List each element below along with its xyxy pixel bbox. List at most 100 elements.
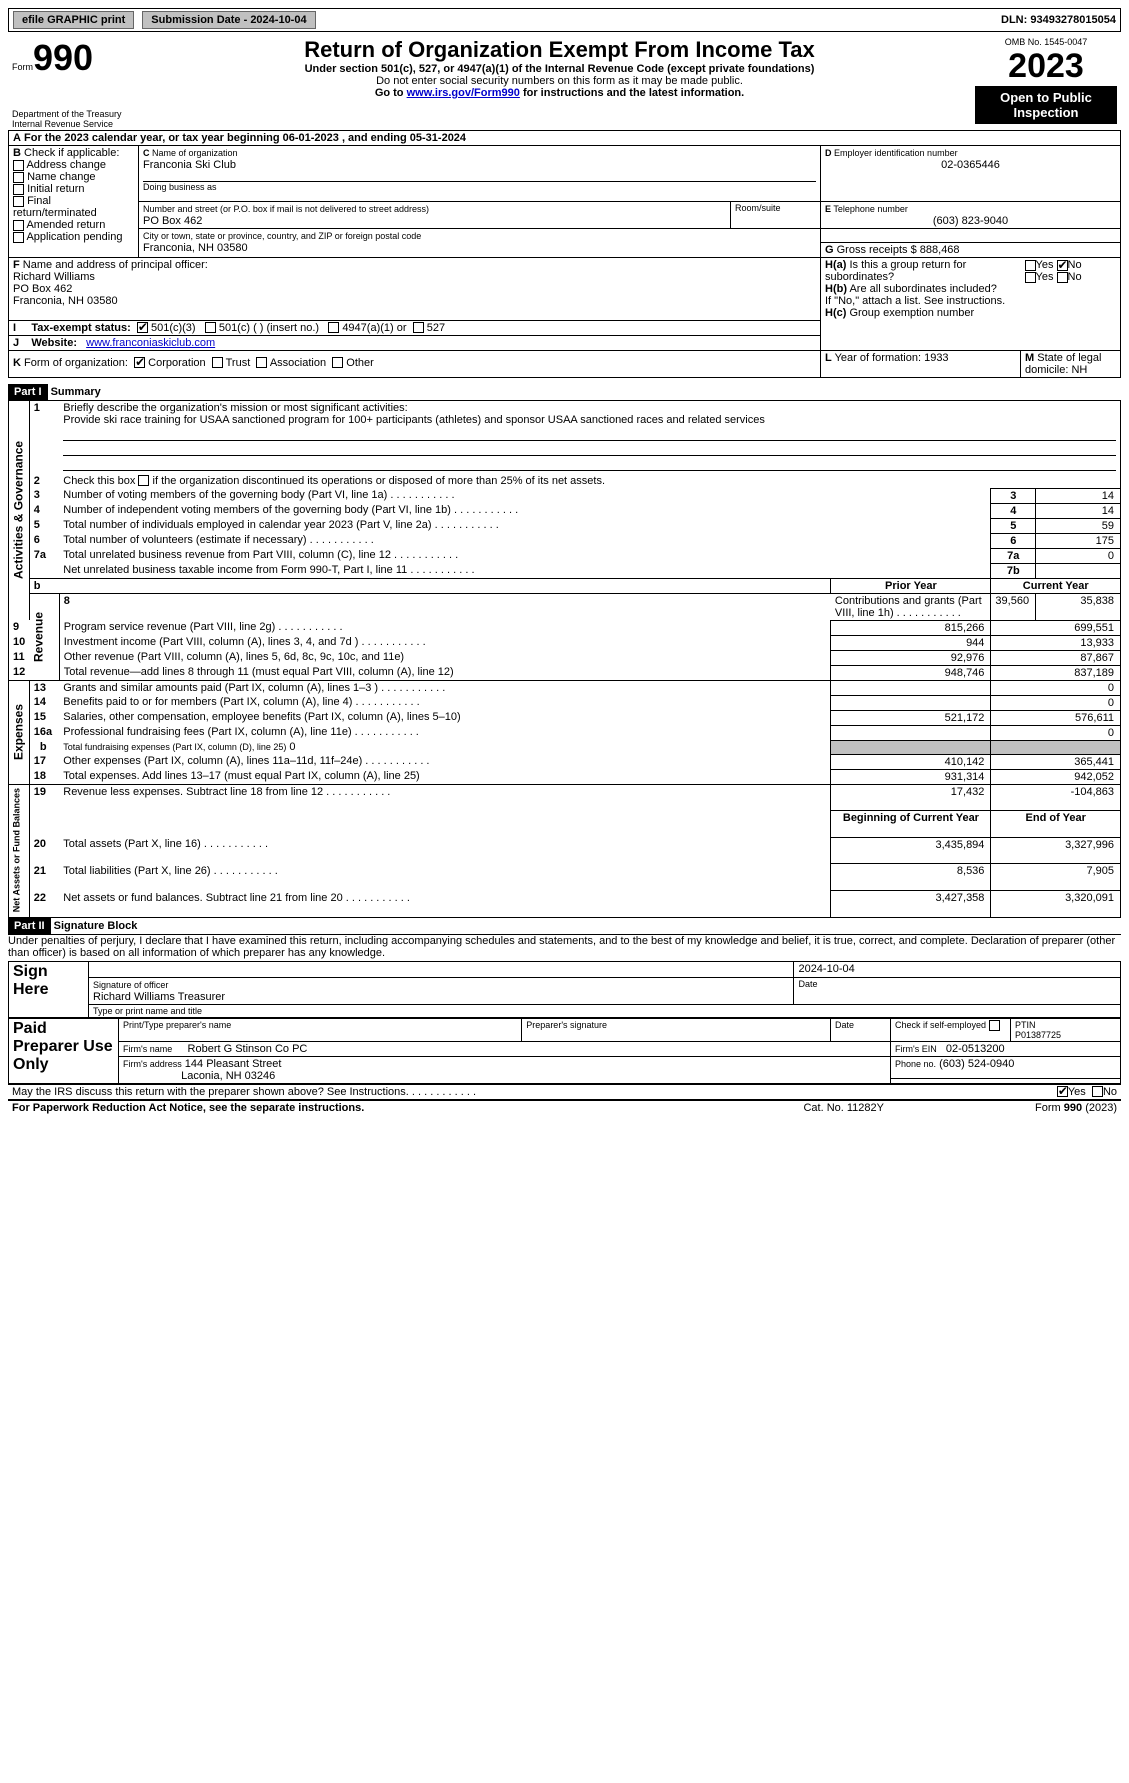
sign-here: Sign Here bbox=[9, 961, 89, 1017]
hc-label: Group exemption number bbox=[849, 307, 974, 319]
preparer-table: Paid Preparer Use Only Print/Type prepar… bbox=[8, 1018, 1121, 1084]
gross-receipts: 888,468 bbox=[920, 244, 960, 256]
sign-table: Sign Here 2024-10-04 Signature of office… bbox=[8, 961, 1121, 1018]
part1-header: Part I Summary bbox=[8, 384, 1121, 400]
street: PO Box 462 bbox=[143, 215, 202, 227]
prep-date-lbl: Date bbox=[831, 1018, 891, 1041]
beg-hdr: Beginning of Current Year bbox=[831, 811, 991, 838]
hb-no[interactable] bbox=[1057, 272, 1068, 283]
addr-change-check[interactable] bbox=[13, 160, 24, 171]
current-hdr: Current Year bbox=[991, 578, 1121, 593]
final-check[interactable] bbox=[13, 196, 24, 207]
f-label: Name and address of principal officer: bbox=[23, 259, 208, 271]
l19: Revenue less expenses. Subtract line 18 … bbox=[59, 784, 831, 811]
l1-label: Briefly describe the organization's miss… bbox=[63, 402, 407, 414]
dept-text: Department of the Treasury bbox=[12, 109, 144, 119]
side-exp: Expenses bbox=[9, 680, 30, 784]
hb-label: Are all subordinates included? bbox=[849, 283, 996, 295]
l-label: Year of formation: bbox=[835, 352, 921, 364]
l18: Total expenses. Add lines 13–17 (must eq… bbox=[59, 769, 831, 784]
i-4947-check[interactable] bbox=[328, 322, 339, 333]
website-link[interactable]: www.franconiaskiclub.com bbox=[86, 337, 215, 349]
k-trust-check[interactable] bbox=[212, 357, 223, 368]
submission-button[interactable]: Submission Date - 2024-10-04 bbox=[142, 11, 315, 29]
open-inspection: Open to Public Inspection bbox=[975, 86, 1117, 124]
part2-bar: Part II bbox=[8, 918, 51, 934]
self-emp-check[interactable] bbox=[989, 1020, 1000, 1031]
top-bar: efile GRAPHIC print Submission Date - 20… bbox=[8, 8, 1121, 32]
i-501c-check[interactable] bbox=[205, 322, 216, 333]
discuss-yes[interactable] bbox=[1057, 1086, 1068, 1097]
omb-text: OMB No. 1545-0047 bbox=[975, 37, 1117, 47]
street-label: Number and street (or P.O. box if mail i… bbox=[143, 204, 429, 214]
l7a: Total unrelated business revenue from Pa… bbox=[59, 548, 991, 563]
amended-check[interactable] bbox=[13, 220, 24, 231]
k-corp-check[interactable] bbox=[134, 357, 145, 368]
ptin: P01387725 bbox=[1015, 1030, 1061, 1040]
k-other-check[interactable] bbox=[332, 357, 343, 368]
l14: Benefits paid to or for members (Part IX… bbox=[59, 695, 831, 710]
tax-year: 2023 bbox=[975, 47, 1117, 86]
l16b: Total fundraising expenses (Part IX, col… bbox=[59, 740, 831, 754]
part1-title: Summary bbox=[51, 386, 101, 398]
a-line: For the 2023 calendar year, or tax year … bbox=[24, 132, 466, 144]
type-name-lbl: Type or print name and title bbox=[89, 1004, 1121, 1017]
efile-button[interactable]: efile GRAPHIC print bbox=[13, 11, 134, 29]
discuss-no[interactable] bbox=[1092, 1086, 1103, 1097]
dln-text: DLN: 93493278015054 bbox=[1001, 14, 1116, 26]
l2-check[interactable] bbox=[138, 475, 149, 486]
ptin-lbl: PTIN bbox=[1015, 1020, 1036, 1030]
name-change-check[interactable] bbox=[13, 172, 24, 183]
prior-hdr: Prior Year bbox=[831, 578, 991, 593]
irs-link[interactable]: www.irs.gov/Form990 bbox=[407, 87, 520, 99]
l16a: Professional fundraising fees (Part IX, … bbox=[59, 725, 831, 740]
form-subtitle: Under section 501(c), 527, or 4947(a)(1)… bbox=[152, 63, 967, 75]
e-label: Telephone number bbox=[833, 204, 908, 214]
prep-phone: (603) 524-0940 bbox=[939, 1058, 1014, 1070]
firm-addr2: Laconia, NH 03246 bbox=[181, 1070, 275, 1082]
app-pending-check[interactable] bbox=[13, 232, 24, 243]
l13: Grants and similar amounts paid (Part IX… bbox=[59, 680, 831, 695]
form-label: Form bbox=[12, 62, 33, 72]
hb-note: If "No," attach a list. See instructions… bbox=[825, 295, 1005, 307]
dba-label: Doing business as bbox=[143, 181, 816, 192]
l7b: Net unrelated business taxable income fr… bbox=[59, 563, 991, 578]
part2-title: Signature Block bbox=[54, 920, 138, 932]
ein: 02-0365446 bbox=[825, 159, 1116, 171]
p8: 39,560 bbox=[991, 593, 1036, 620]
l6: Total number of volunteers (estimate if … bbox=[59, 533, 991, 548]
i-527-check[interactable] bbox=[413, 322, 424, 333]
firm-ein-lbl: Firm's EIN bbox=[895, 1044, 937, 1054]
hb-yes[interactable] bbox=[1025, 272, 1036, 283]
i-label: Tax-exempt status: bbox=[31, 322, 130, 334]
l12: Total revenue—add lines 8 through 11 (mu… bbox=[59, 665, 831, 680]
end-hdr: End of Year bbox=[991, 811, 1121, 838]
k-assoc-check[interactable] bbox=[256, 357, 267, 368]
l4: Number of independent voting members of … bbox=[59, 503, 991, 518]
check-self: Check if self-employed bbox=[891, 1018, 1011, 1041]
v3: 14 bbox=[1036, 488, 1121, 503]
ha-no[interactable] bbox=[1057, 260, 1068, 271]
footer-row: For Paperwork Reduction Act Notice, see … bbox=[8, 1101, 1121, 1115]
l5: Total number of individuals employed in … bbox=[59, 518, 991, 533]
paid-prep: Paid Preparer Use Only bbox=[9, 1018, 119, 1083]
perjury-text: Under penalties of perjury, I declare th… bbox=[8, 934, 1121, 959]
j-label: Website: bbox=[31, 337, 77, 349]
side-ag: Activities & Governance bbox=[9, 400, 30, 620]
discuss-row: May the IRS discuss this return with the… bbox=[8, 1084, 1121, 1101]
initial-check[interactable] bbox=[13, 184, 24, 195]
irs-text: Internal Revenue Service bbox=[12, 119, 144, 129]
v5: 59 bbox=[1036, 518, 1121, 533]
l3: Number of voting members of the governin… bbox=[59, 488, 991, 503]
part1-bar: Part I bbox=[8, 384, 48, 400]
l8: Contributions and grants (Part VIII, lin… bbox=[831, 593, 991, 620]
summary-table: Activities & Governance 1 Briefly descri… bbox=[8, 400, 1121, 918]
ha-yes[interactable] bbox=[1025, 260, 1036, 271]
discuss-text: May the IRS discuss this return with the… bbox=[12, 1086, 409, 1098]
l22: Net assets or fund balances. Subtract li… bbox=[59, 891, 831, 918]
city-label: City or town, state or province, country… bbox=[143, 231, 421, 241]
note2: Go to www.irs.gov/Form990 for instructio… bbox=[152, 87, 967, 99]
g-label: Gross receipts $ bbox=[837, 244, 917, 256]
b-label: Check if applicable: bbox=[24, 147, 119, 159]
i-501c3-check[interactable] bbox=[137, 322, 148, 333]
